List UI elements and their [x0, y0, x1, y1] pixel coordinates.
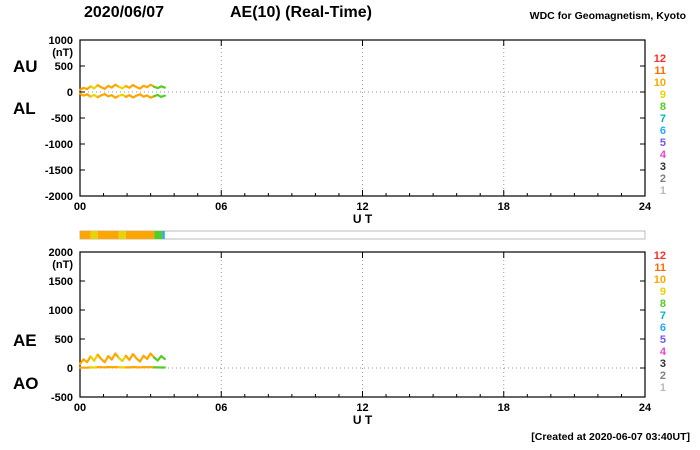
trace-AU	[153, 85, 166, 90]
x-tick-label: 00	[74, 201, 86, 213]
trace-AL	[117, 93, 128, 99]
x-tick-label: 24	[639, 201, 652, 213]
y-tick-label: 1000	[49, 35, 73, 47]
trace-AL	[96, 92, 120, 99]
y-tick-label: -2000	[45, 191, 73, 203]
y-tick-label: 1500	[49, 276, 73, 288]
trace-AL	[153, 93, 166, 99]
legend-count-8: 8	[660, 298, 666, 310]
x-tick-label: 18	[498, 402, 510, 414]
x-tick-label: 24	[639, 402, 652, 414]
availability-segment	[118, 231, 126, 239]
x-tick-label: 18	[498, 201, 510, 213]
y-axis-unit: (nT)	[52, 259, 73, 271]
legend-count-11: 11	[654, 65, 666, 77]
legend-count-7: 7	[660, 113, 666, 125]
trace-AL	[124, 93, 156, 99]
y-tick-label: -1500	[45, 165, 73, 177]
legend-count-5: 5	[660, 137, 666, 149]
legend-count-4: 4	[660, 346, 667, 358]
trace-AL	[89, 93, 99, 99]
availability-segment	[154, 231, 163, 239]
legend-count-1: 1	[660, 382, 666, 394]
trace-AU	[78, 85, 92, 92]
legend-count-12: 12	[654, 250, 666, 262]
trace-AE	[153, 355, 166, 362]
x-axis-label: U T	[353, 212, 373, 226]
y-tick-label: -1000	[45, 139, 73, 151]
legend-count-9: 9	[660, 286, 666, 298]
x-tick-label: 12	[356, 402, 368, 414]
x-axis-label: U T	[353, 413, 373, 427]
page-title: AE(10) (Real-Time)	[230, 4, 372, 21]
y-tick-label: 500	[55, 334, 73, 346]
x-tick-label: 00	[74, 402, 86, 414]
trace-AU	[117, 84, 128, 90]
y-tick-label: -500	[51, 392, 73, 404]
trace-AL	[78, 92, 92, 98]
availability-segment	[80, 231, 91, 239]
trace-AU	[89, 84, 99, 90]
y-tick-label: 1000	[49, 305, 73, 317]
x-tick-label: 06	[215, 201, 227, 213]
legend-count-11: 11	[654, 262, 666, 274]
legend-count-1: 1	[660, 185, 666, 197]
trace-AU	[96, 83, 120, 91]
y-tick-label: 2000	[49, 247, 73, 259]
y-axis-unit: (nT)	[52, 47, 73, 59]
trace-AU	[124, 83, 156, 90]
availability-segment	[90, 231, 98, 239]
legend-count-7: 7	[660, 310, 666, 322]
legend-count-2: 2	[660, 173, 666, 185]
availability-segment	[97, 231, 119, 239]
panel-label-au: AU	[13, 57, 38, 76]
legend-count-10: 10	[654, 77, 666, 89]
legend-count-4: 4	[660, 149, 667, 161]
panel-label-ao: AO	[13, 374, 39, 393]
plot-date: 2020/06/07	[84, 4, 165, 21]
legend-count-10: 10	[654, 274, 666, 286]
legend-count-6: 6	[660, 125, 666, 137]
trace-AE	[78, 355, 92, 365]
legend-count-3: 3	[660, 161, 666, 173]
panel-label-ae: AE	[13, 331, 37, 350]
legend-count-5: 5	[660, 334, 666, 346]
source-label: WDC for Geomagnetism, Kyoto	[529, 10, 686, 22]
legend-count-6: 6	[660, 322, 666, 334]
y-tick-label: 500	[55, 61, 73, 73]
x-tick-label: 12	[356, 201, 368, 213]
legend-count-9: 9	[660, 89, 666, 101]
trace-AE	[124, 352, 156, 363]
availability-segment	[162, 231, 165, 239]
trace-AE	[96, 352, 120, 364]
availability-segment	[125, 231, 155, 239]
trace-AE	[117, 354, 128, 363]
trace-AE	[89, 353, 99, 362]
created-timestamp: [Created at 2020-06-07 03:40UT]	[531, 431, 690, 443]
legend-count-2: 2	[660, 370, 666, 382]
legend-count-12: 12	[654, 53, 666, 65]
y-tick-label: 0	[67, 87, 73, 99]
y-tick-label: -500	[51, 113, 73, 125]
legend-count-8: 8	[660, 101, 666, 113]
y-tick-label: 0	[67, 363, 73, 375]
panel-label-al: AL	[13, 99, 36, 118]
legend-count-3: 3	[660, 358, 666, 370]
x-tick-label: 06	[215, 402, 227, 414]
